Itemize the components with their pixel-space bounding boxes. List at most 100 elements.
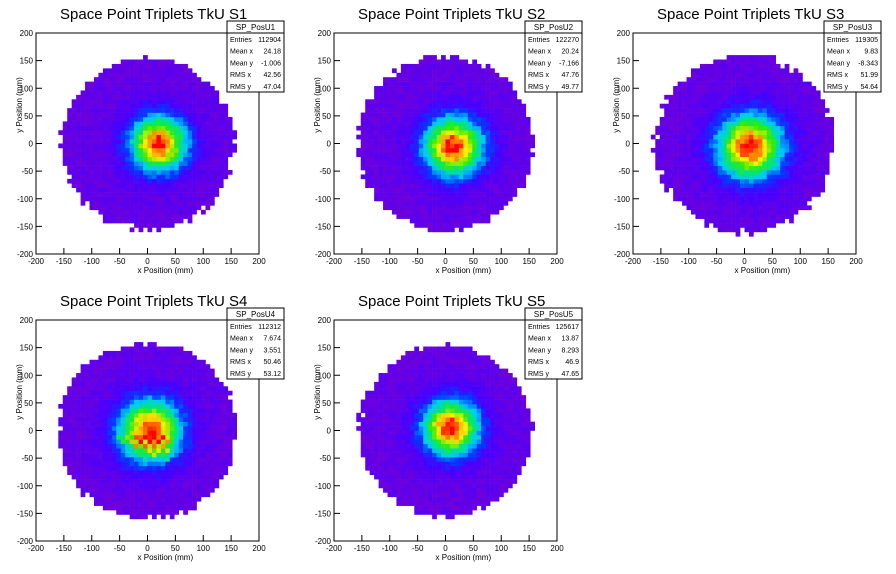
heatmap-cell [201,403,206,409]
heatmap-cell [775,72,781,78]
heatmap-cell [165,223,171,228]
heatmap-cell [811,86,817,91]
heatmap-cell [748,103,754,109]
heatmap-cell [160,214,166,219]
heatmap-cell [686,178,692,184]
heatmap-cell [192,483,197,489]
heatmap-cell [98,434,104,440]
heatmap-cell [655,143,661,149]
heatmap-cell [757,200,763,206]
heatmap-cell [138,373,144,378]
heatmap-cell [449,183,455,188]
heatmap-cell [143,381,148,387]
heatmap-cell [93,386,99,392]
heatmap-cell [187,81,193,87]
stats-label: Entries [827,37,849,44]
heatmap-cell [499,152,504,158]
heatmap-cell [187,496,193,502]
heatmap-cell [143,408,148,414]
heatmap-cell [499,178,504,184]
heatmap-cell [67,130,72,135]
heatmap-cell [499,183,504,188]
heatmap-cell [659,130,665,135]
heatmap-cell [165,501,171,506]
heatmap-cell [165,426,171,431]
heatmap-cell [735,209,741,215]
heatmap-cell [748,116,754,122]
heatmap-cell [174,139,180,144]
heatmap-cell [196,412,202,418]
heatmap-cell [67,170,72,175]
heatmap-cell [143,108,148,113]
heatmap-cell [201,364,206,369]
heatmap-cell [383,139,388,144]
heatmap-cell [780,121,785,127]
heatmap-cell [521,134,527,140]
heatmap-cell [423,63,428,69]
heatmap-cell [209,147,215,153]
heatmap-cell [138,408,144,414]
heatmap-cell [815,161,821,166]
heatmap-cell [686,147,692,153]
heatmap-cell [160,390,166,396]
heatmap-cell [196,439,202,445]
heatmap-cell [116,412,122,418]
heatmap-cell [664,103,669,109]
heatmap-cell [214,103,220,109]
heatmap-cell [512,116,518,122]
heatmap-cell [405,108,411,113]
heatmap-cell [391,112,397,118]
heatmap-cell [405,209,411,215]
heatmap-cell [138,108,144,113]
heatmap-cell [129,72,135,78]
heatmap-cell [735,223,741,228]
heatmap-cell [125,417,130,422]
heatmap-cell [521,178,527,184]
heatmap-cell [165,395,171,400]
heatmap-cell [383,161,388,166]
heatmap-cell [798,200,803,206]
heatmap-cell [378,156,384,162]
heatmap-cell [116,121,122,127]
heatmap-cell [178,121,184,127]
heatmap-cell [116,152,122,158]
heatmap-cell [427,99,433,105]
heatmap-cell [147,152,153,158]
heatmap-cell [120,355,126,361]
heatmap-cell [664,112,669,118]
heatmap-cell [655,130,661,135]
heatmap-cell [98,430,104,436]
heatmap-cell [165,218,171,224]
heatmap-cell [174,187,180,193]
x-tick-label: 150 [821,257,835,266]
heatmap-cell [717,81,723,87]
heatmap-cell [757,174,763,180]
heatmap-cell [98,81,104,87]
heatmap-cell [138,483,144,489]
heatmap-cell [160,510,166,515]
heatmap-cell [187,218,193,224]
heatmap-cell [766,68,772,74]
heatmap-cell [789,86,794,91]
heatmap-cell [650,147,656,153]
heatmap-cell [107,417,113,422]
heatmap-cell [134,381,139,387]
heatmap-cell [138,227,144,233]
heatmap-cell [138,223,144,228]
heatmap-cell [107,130,113,135]
heatmap-cell [507,152,513,158]
heatmap-cell [458,200,464,206]
x-tick-label: 50 [768,257,777,266]
heatmap-cell [507,187,513,193]
heatmap-cell [156,86,162,91]
heatmap-cell [481,68,486,74]
heatmap-cell [441,68,446,74]
heatmap-cell [187,86,193,91]
heatmap-cell [116,461,122,467]
heatmap-cell [775,183,781,188]
heatmap-cell [89,130,95,135]
heatmap-cell [748,108,754,113]
heatmap-cell [169,395,175,400]
heatmap-cell [174,94,180,100]
heatmap-cell [102,439,108,445]
